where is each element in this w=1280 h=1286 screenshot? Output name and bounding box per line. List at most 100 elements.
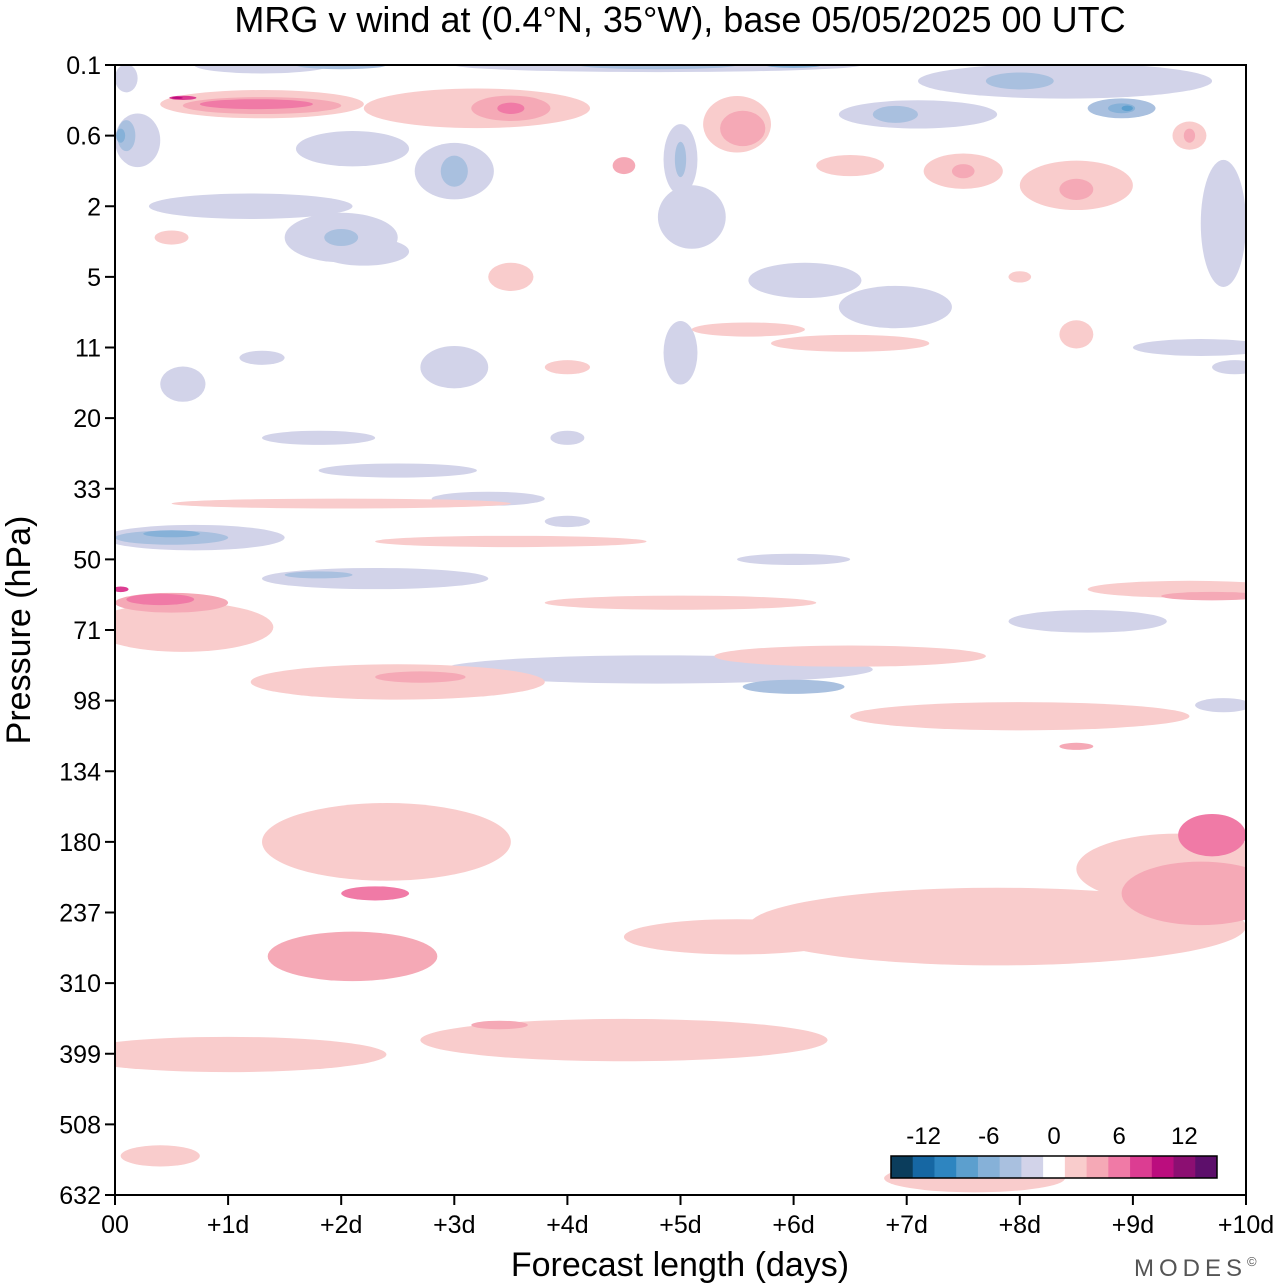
colorbar-swatch (1151, 1156, 1175, 1178)
field-negative-level-1 (148, 193, 353, 219)
x-tick-label: +8d (999, 1211, 1041, 1239)
y-tick-label: 134 (59, 758, 101, 786)
field-negative-level-1 (262, 567, 489, 590)
field-negative-level-2 (295, 65, 387, 70)
colorbar-swatch (1086, 1156, 1109, 1178)
field-negative-level-2 (985, 72, 1054, 90)
copyright-mark: © (1247, 1254, 1257, 1269)
field-positive-level-1 (544, 595, 817, 610)
field-negative-level-2 (115, 530, 229, 545)
colorbar-swatch (1108, 1156, 1131, 1178)
y-tick-label: 2 (87, 193, 101, 221)
field-positive-level-2 (951, 164, 975, 179)
field-negative-level-1 (160, 366, 206, 402)
y-tick-label: 399 (59, 1041, 101, 1069)
field-positive-level-3 (341, 886, 410, 901)
field-positive-level-1 (115, 602, 274, 652)
field-positive-level-1 (262, 803, 511, 881)
field-positive-level-3 (126, 593, 195, 606)
colorbar-tick-label: 12 (1171, 1123, 1198, 1150)
field-positive-level-1 (748, 887, 1246, 966)
field-positive-level-2 (267, 931, 438, 982)
y-tick-label: 237 (59, 900, 101, 928)
field-positive-level-2 (1183, 128, 1196, 143)
field-negative-level-2 (440, 155, 468, 187)
y-tick-label: 11 (75, 335, 101, 363)
field-positive-level-1 (850, 702, 1190, 731)
modes-brand-logo: MODES© (1134, 1254, 1257, 1282)
field-positive-level-2 (1059, 178, 1094, 200)
field-negative-level-1 (1200, 159, 1246, 288)
y-tick-label: 20 (73, 405, 101, 433)
field-negative-level-1 (918, 65, 1213, 99)
field-negative-level-1 (550, 430, 585, 445)
y-axis: 0.1 0.6 2 5 11 20 33 50 71 98 134 180 237 310 399 508 63… (59, 52, 115, 1210)
colorbar-swatch (1130, 1156, 1153, 1178)
x-tick-label: +3d (433, 1211, 475, 1239)
colorbar-swatch (891, 1156, 914, 1178)
field-positive-level-1 (714, 645, 986, 667)
field-negative-level-1 (1008, 610, 1167, 633)
x-tick-label: 00 (101, 1211, 129, 1239)
colorbar-swatch (977, 1156, 1001, 1178)
field-positive-level-1 (171, 498, 511, 509)
field-positive-level-1 (488, 262, 534, 291)
field-positive-level-1 (250, 664, 545, 700)
field-negative-level-2 (117, 120, 136, 152)
field-positive-level-1 (544, 360, 591, 375)
field-negative-level-2 (284, 571, 353, 579)
colorbar-swatch (999, 1156, 1022, 1178)
field-positive-level-2 (375, 671, 466, 683)
contour-field (115, 65, 1246, 1193)
field-negative-level-2 (674, 141, 687, 178)
field-negative-level-1 (748, 262, 862, 299)
field-positive-level-1 (770, 334, 930, 352)
field-negative-level-1 (262, 430, 376, 445)
colorbar-tick-label: 0 (1047, 1123, 1060, 1150)
colorbar-frame (890, 1155, 1218, 1179)
field-negative-level-1 (318, 463, 477, 478)
y-tick-label: 5 (87, 264, 101, 292)
field-positive-level-2 (612, 157, 636, 175)
y-tick-label: 0.1 (66, 52, 101, 80)
field-positive-level-2 (720, 110, 766, 147)
x-tick-label: +1d (207, 1211, 249, 1239)
field-negative-level-1 (115, 65, 138, 93)
field-negative-level-1 (420, 346, 489, 389)
x-tick-label: +9d (1112, 1211, 1154, 1239)
field-positive-level-2 (1059, 742, 1094, 750)
field-negative-level-1 (737, 553, 851, 566)
field-positive-level-3 (497, 102, 525, 114)
y-tick-label: 0.6 (66, 123, 101, 151)
field-negative-level-2 (324, 229, 359, 246)
field-positive-level-2 (471, 1020, 528, 1030)
field-negative-level-3 (143, 530, 200, 538)
field-negative-level-1 (194, 65, 330, 74)
colorbar-tick-label: -12 (906, 1123, 941, 1150)
field-positive-level-1 (1008, 271, 1032, 283)
field-positive-level-1 (375, 535, 647, 548)
field-positive-level-1 (816, 154, 885, 177)
field-positive-level-3 (1178, 813, 1246, 857)
field-positive-level-2 (1121, 861, 1246, 926)
field-positive-level-2 (1161, 591, 1246, 601)
field-positive-level-1 (691, 322, 805, 337)
field-negative-level-1 (544, 515, 591, 528)
x-tick-label: +4d (546, 1211, 588, 1239)
field-positive-level-1 (154, 230, 189, 245)
field-negative-level-1 (663, 320, 698, 385)
field-negative-level-1 (295, 131, 410, 167)
y-tick-label: 98 (73, 688, 101, 716)
colorbar-swatch (1195, 1156, 1218, 1178)
field-positive-level-3 (199, 99, 313, 110)
y-tick-label: 508 (59, 1111, 101, 1139)
x-axis: 00 +1d +2d +3d +4d +5d +6d +7d +8d +9d +10d (101, 1195, 1274, 1239)
field-negative-level-2 (742, 679, 845, 694)
y-tick-label: 50 (73, 546, 101, 574)
x-tick-label: +5d (659, 1211, 701, 1239)
x-tick-label: +6d (772, 1211, 814, 1239)
field-negative-level-1 (1212, 360, 1246, 375)
x-tick-label: +7d (885, 1211, 927, 1239)
field-negative-level-4 (1121, 105, 1133, 112)
field-positive-level-1 (115, 1036, 387, 1073)
